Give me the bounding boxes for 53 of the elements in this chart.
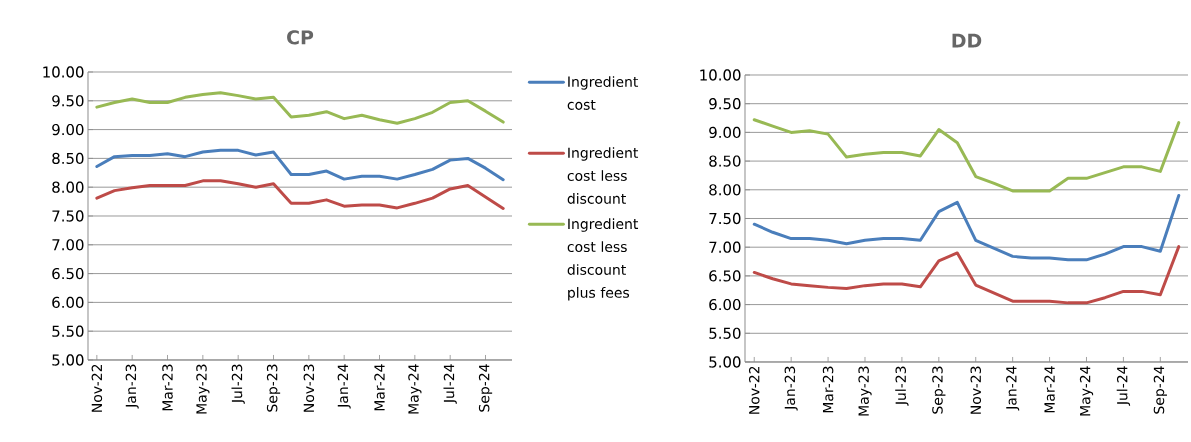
x-tick-label: Nov-23: [303, 364, 315, 412]
x-tick-label: May-24: [1079, 366, 1094, 416]
legend-label: Ingredient cost less discount plus fees: [567, 218, 639, 301]
x-tick-label: Jan-24: [337, 364, 351, 409]
x-tick-label: Nov-22: [748, 366, 760, 414]
x-tick-label: Mar-23: [162, 364, 173, 411]
line-series: [95, 148, 505, 182]
chart-title: CP: [287, 30, 314, 45]
x-tick-label: Jul-23: [231, 364, 245, 404]
x-tick-label: Nov-23: [970, 366, 982, 414]
x-tick-label: Sep-24: [478, 364, 493, 412]
y-tick-label: 8.00: [709, 184, 741, 196]
y-tick-label: 6.00: [52, 296, 84, 309]
y-tick-label: 9.00: [52, 123, 84, 136]
y-tick-label: 6.50: [709, 270, 741, 282]
x-tick-label: Sep-23: [266, 364, 281, 412]
y-tick-label: 7.50: [709, 212, 741, 225]
x-tick-label: May-23: [196, 364, 210, 414]
x-tick-label: Jul-24: [1116, 366, 1131, 406]
y-tick-label: 8.50: [52, 152, 84, 165]
y-tick-label: 9.00: [709, 126, 741, 139]
legend-label: Ingredient cost: [567, 76, 639, 110]
y-tick-label: 9.50: [52, 95, 84, 107]
x-tick-label: May-24: [408, 364, 422, 414]
x-tick-label: Sep-23: [932, 366, 946, 414]
x-tick-label: Jul-23: [895, 366, 909, 406]
y-tick-label: 5.00: [52, 354, 84, 366]
x-tick-label: Sep-24: [1153, 366, 1167, 414]
y-tick-label: 9.50: [709, 98, 741, 110]
y-tick-label: 10.00: [43, 66, 84, 78]
y-tick-label: 6.50: [52, 267, 84, 280]
x-tick-label: Jan-23: [784, 366, 798, 411]
legend-label: Ingredient cost less discount: [567, 147, 639, 204]
x-tick-label: Jan-24: [1006, 366, 1020, 411]
y-tick-label: 10.00: [700, 69, 741, 81]
x-tick-label: May-23: [858, 366, 872, 416]
y-tick-label: 5.00: [709, 356, 741, 368]
line-series: [95, 91, 505, 125]
x-tick-label: Mar-24: [374, 364, 385, 411]
y-tick-label: 7.50: [52, 210, 84, 222]
x-tick-label: Mar-24: [1044, 366, 1055, 413]
y-tick-label: 5.50: [709, 327, 741, 339]
chart-title: DD: [952, 33, 982, 48]
x-tick-label: Jan-23: [125, 364, 139, 409]
y-tick-label: 7.00: [52, 239, 84, 251]
y-tick-label: 8.50: [709, 155, 741, 167]
y-tick-label: 6.00: [709, 298, 741, 311]
y-tick-label: 8.00: [52, 181, 84, 193]
x-tick-label: Mar-23: [822, 366, 834, 413]
x-tick-label: Jul-24: [443, 364, 457, 404]
y-tick-label: 7.00: [709, 241, 741, 253]
y-tick-label: 5.50: [52, 325, 84, 337]
x-tick-label: Nov-22: [91, 364, 103, 412]
